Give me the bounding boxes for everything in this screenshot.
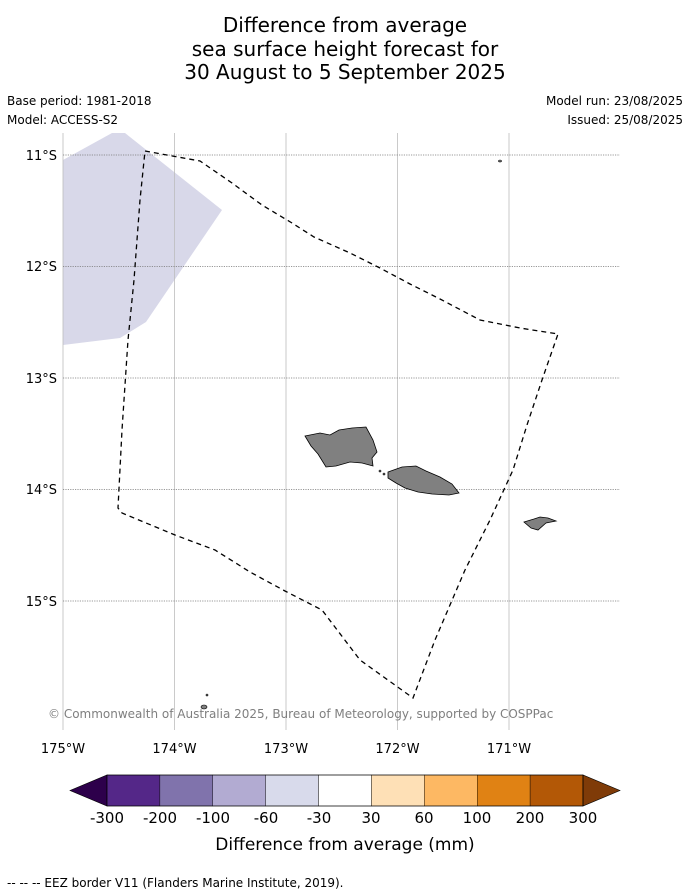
- colorbar-block: [477, 774, 531, 807]
- colorbar-block: [424, 774, 478, 807]
- colorbar-block: [106, 774, 161, 807]
- latitude-labels: 11°S 12°S 13°S 14°S 15°S: [26, 149, 57, 610]
- small-islets: [200, 159, 502, 710]
- lat-label-13s: 13°S: [26, 372, 57, 387]
- longitude-labels: 175°W 174°W 173°W 172°W 171°W: [41, 742, 531, 757]
- colorbar-block: [265, 774, 319, 807]
- base-period: Base period: 1981-2018: [7, 94, 152, 108]
- map-panel: © Commonwealth of Australia 2025, Bureau…: [48, 133, 620, 730]
- title-line-2: sea surface height forecast for: [191, 36, 499, 61]
- savaii-island: [304, 426, 378, 468]
- title-line-3: 30 August to 5 September 2025: [184, 60, 506, 84]
- cbar-label-200: 200: [516, 809, 545, 827]
- cbar-label-60: 60: [414, 809, 433, 827]
- map-title: Difference from average sea surface heig…: [0, 13, 690, 85]
- upolu-island: [387, 465, 460, 496]
- latitude-gridlines: [63, 154, 620, 602]
- lat-label-12s: 12°S: [26, 260, 57, 275]
- cbar-label-m300: -300: [90, 809, 124, 827]
- cbar-label-m100: -100: [196, 809, 230, 827]
- colorbar-blocks: [106, 774, 584, 807]
- model-name: Model: ACCESS-S2: [7, 113, 119, 127]
- colorbar-block: [529, 774, 584, 807]
- issued-date: Issued: 25/08/2025: [567, 113, 683, 127]
- cbar-label-300: 300: [569, 809, 598, 827]
- lon-label-171w: 171°W: [487, 742, 531, 757]
- colorbar-block: [212, 774, 266, 807]
- tutuila-island: [523, 516, 558, 531]
- lon-label-175w: 175°W: [41, 742, 85, 757]
- model-run: Model run: 23/08/2025: [545, 94, 683, 108]
- lon-label-174w: 174°W: [152, 742, 196, 757]
- colorbar-title: Difference from average (mm): [215, 835, 474, 855]
- colorbar-labels: -300 -200 -100 -60 -30 30 60 100 200 300: [90, 809, 597, 827]
- colorbar-block: [318, 774, 372, 807]
- cbar-label-100: 100: [463, 809, 492, 827]
- colorbar-block: [159, 774, 213, 807]
- lat-label-11s: 11°S: [26, 149, 57, 164]
- title-line-1: Difference from average: [222, 13, 468, 37]
- cbar-label-m200: -200: [143, 809, 177, 827]
- cbar-label-30: 30: [361, 809, 380, 827]
- lat-label-15s: 15°S: [26, 595, 57, 610]
- base-info: Base period: 1981-2018 Model: ACCESS-S2: [7, 93, 152, 131]
- anomaly-region: [63, 133, 222, 345]
- colorbar-under-arrow: [69, 774, 108, 807]
- longitude-gridlines: [62, 133, 510, 730]
- colorbar-block: [371, 774, 425, 807]
- lat-label-14s: 14°S: [26, 483, 57, 498]
- run-info: Model run: 23/08/2025 Issued: 25/08/2025: [546, 93, 683, 131]
- eez-border-legend: -- -- -- EEZ border V11 (Flanders Marine…: [7, 876, 344, 890]
- copyright-text: © Commonwealth of Australia 2025, Bureau…: [48, 707, 553, 721]
- colorbar: -300 -200 -100 -60 -30 30 60 100 200 300…: [69, 774, 621, 855]
- cbar-label-m30: -30: [307, 809, 332, 827]
- lon-label-172w: 172°W: [375, 742, 419, 757]
- lon-label-173w: 173°W: [264, 742, 308, 757]
- colorbar-over-arrow: [582, 774, 621, 807]
- cbar-label-m60: -60: [254, 809, 279, 827]
